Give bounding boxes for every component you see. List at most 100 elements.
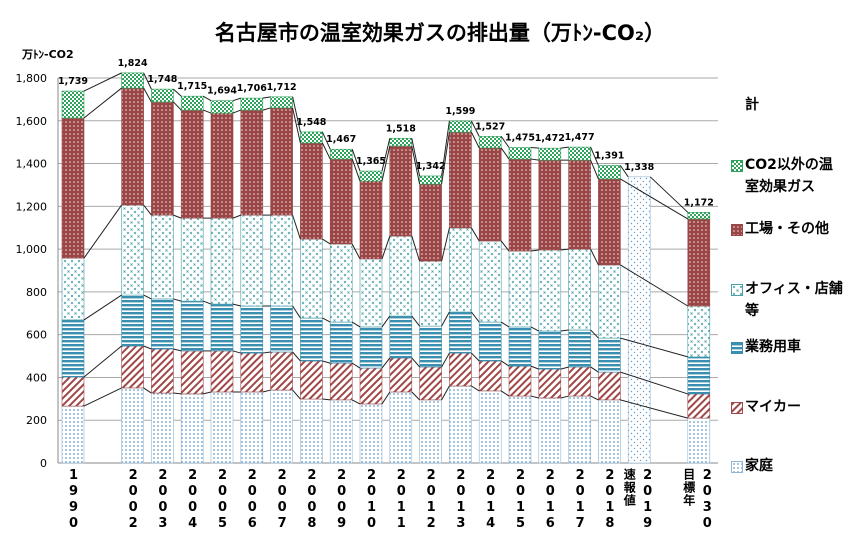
bar-segment [687, 305, 711, 358]
total-connector [351, 149, 361, 172]
bar-segment [568, 366, 591, 397]
bar-segment [329, 399, 353, 464]
bar-segment [419, 175, 442, 185]
bar-segment [449, 131, 472, 229]
bar-segment [121, 345, 144, 389]
total-connector [202, 95, 212, 102]
segment-connector [262, 389, 271, 393]
bar-segment [568, 146, 591, 161]
bar-segment [240, 214, 264, 307]
segment-connector [470, 227, 480, 242]
legend-swatch [731, 402, 743, 414]
total-label: 1,391 [594, 150, 624, 161]
bar-segment [478, 147, 502, 242]
bar-segment [389, 145, 413, 237]
total-label: 1,527 [475, 121, 505, 132]
segment-connector [471, 385, 480, 392]
x-tick-label: 2013 [453, 468, 469, 532]
total-connector [441, 120, 450, 177]
x-tick-label: 2015 [513, 468, 528, 532]
bar-segment [359, 367, 383, 405]
bar-segment [508, 395, 532, 464]
segment-connector [321, 142, 331, 160]
bar-segment [568, 395, 591, 464]
segment-connector [322, 317, 331, 323]
segment-connector [500, 147, 510, 160]
legend-swatch [731, 284, 743, 296]
x-tick-label: 2019 [640, 468, 656, 532]
total-label: 1,739 [58, 76, 88, 87]
segment-connector [381, 235, 391, 260]
segment-connector [560, 366, 569, 370]
bar-segment [61, 117, 85, 259]
segment-connector [590, 248, 599, 266]
bar-segment [508, 147, 532, 160]
swatch-fill [732, 343, 742, 353]
segment-connector [143, 387, 152, 394]
total-connector [143, 72, 152, 90]
bar-segment [419, 399, 442, 464]
bar-segment [151, 298, 174, 350]
segment-connector [620, 337, 688, 358]
segment-connector [560, 395, 569, 399]
bar-segment [329, 158, 353, 245]
y-tick-label: 1,800 [16, 72, 48, 85]
bar-segment [478, 136, 502, 149]
bar-segment [270, 389, 293, 464]
segment-connector [441, 311, 450, 327]
bar-segment [389, 138, 413, 147]
segment-connector [590, 329, 599, 339]
segment-connector [203, 300, 212, 305]
segment-connector [530, 158, 539, 161]
swatch-rect [732, 403, 742, 413]
segment-connector [83, 87, 122, 119]
bar-segment [538, 368, 562, 399]
segment-connector [530, 326, 540, 332]
segment-connector [351, 362, 361, 369]
segment-connector [351, 158, 361, 182]
bar-segment [389, 235, 413, 317]
bar-segment [300, 131, 323, 144]
segment-connector [381, 391, 391, 405]
segment-connector [351, 243, 361, 260]
segment-connector [530, 249, 539, 252]
bar-segment [180, 109, 204, 219]
bar-segment [151, 88, 174, 103]
bar-segment [449, 227, 472, 313]
bar-segment [478, 240, 502, 323]
x-tick-label: 2003 [155, 468, 171, 532]
bar-segment [389, 357, 413, 393]
bar-segment [598, 165, 621, 180]
bar-segment [180, 95, 204, 111]
bar-segment [329, 148, 353, 160]
bar-segment [270, 305, 293, 353]
segment-connector [500, 321, 510, 328]
segment-connector [173, 214, 182, 219]
segment-connector [500, 360, 510, 367]
y-tick-label: 800 [26, 286, 47, 299]
bar-segment [151, 348, 174, 394]
bar-segment [180, 217, 204, 302]
segment-connector [203, 391, 212, 395]
legend-swatch [731, 342, 743, 354]
bar-segment [419, 325, 442, 368]
x-tick-label: 2014 [483, 468, 499, 532]
segment-connector [173, 101, 182, 111]
total-label: 1,477 [565, 132, 595, 143]
chart-title: 名古屋市の温室効果ガスの排出量（万ﾄﾝ-CO₂） [215, 21, 665, 45]
bar-segment [180, 300, 204, 352]
total-label: 1,694 [207, 86, 237, 97]
swatch-fill [732, 225, 742, 235]
total-label: 1,338 [624, 162, 654, 173]
bar-segment [240, 305, 264, 354]
segment-connector [322, 238, 331, 245]
bar-segment [151, 214, 174, 300]
bar-segment [419, 366, 442, 401]
bar-segment [210, 350, 234, 393]
bar-segment [240, 97, 264, 111]
x-tick-label: 2011 [393, 468, 409, 532]
swatch-fill [732, 161, 742, 171]
segment-connector [232, 109, 241, 114]
segment-connector [83, 204, 123, 259]
